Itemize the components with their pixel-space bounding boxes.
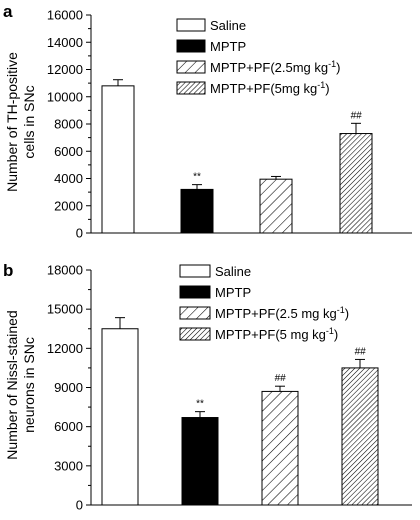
panel-b-bar-2 (181, 417, 219, 506)
panel-b-y-ticks: 0 3000 6000 9000 12000 15000 18000 (47, 263, 91, 513)
panel-a-tick-label: 6000 (54, 144, 83, 159)
panel-a-significance-label: ## (350, 110, 362, 121)
panel-b-bar-4 (341, 367, 379, 506)
panel-b-ylabel-line2: neurons in SNc (21, 337, 37, 433)
panel-a-tick-label: 14000 (47, 35, 83, 50)
panel-a-legend-swatch-4 (176, 81, 206, 95)
panel-a-bar-2 (180, 188, 214, 234)
panel-a: a Number of TH-positive cells in SNc 0 20… (3, 2, 412, 241)
panel-b-legend-swatch-4 (179, 327, 211, 341)
panel-b-label: b (3, 261, 13, 280)
panel-b-tick-label: 0 (76, 498, 83, 513)
panel-b-bar-3 (261, 390, 299, 506)
panel-a-legend-swatch-1 (176, 18, 206, 32)
panel-a-bar-3 (259, 178, 293, 234)
panel-a-tick-label: 8000 (54, 117, 83, 132)
panel-b-tick-label: 9000 (54, 380, 83, 395)
panel-b-legend-swatch-3 (179, 306, 211, 320)
panel-a-tick-label: 0 (76, 226, 83, 241)
panel-b-significance-label: ** (196, 399, 204, 410)
panel-a-ylabel-line2: cells in SNc (21, 85, 37, 158)
panel-a-tick-label: 10000 (47, 89, 83, 104)
panel-a-ylabel-line1: Number of TH-positive (4, 52, 20, 192)
panel-b-tick-label: 3000 (54, 458, 83, 473)
panel-a-bar-4 (339, 133, 373, 234)
panel-b-ylabel-line1: Number of Nissl-stained (4, 310, 20, 459)
panel-b-significance-label: ## (274, 373, 286, 384)
panel-a-legend: Saline MPTP MPTP+PF(2.5mg kg-1) MPTP+PF(5mg… (176, 18, 340, 96)
panel-b-legend-swatch-2 (179, 285, 211, 299)
panel-b-tick-label: 15000 (47, 302, 83, 317)
panel-a-bars: ** ## (101, 79, 373, 234)
panel-a-tick-label: 12000 (47, 62, 83, 77)
panel-b-tick-label: 6000 (54, 419, 83, 434)
panel-b-bar-1 (101, 328, 139, 506)
panel-a-tick-label: 2000 (54, 198, 83, 213)
panel-a-tick-label: 4000 (54, 171, 83, 186)
panel-b-legend-label-1: Saline (215, 264, 251, 279)
panel-a-bar-1 (101, 85, 135, 234)
panel-a-significance-label: ** (193, 172, 201, 183)
panel-b-tick-label: 18000 (47, 263, 83, 278)
panel-b-legend-label-3: MPTP+PF(2.5 mg kg-1) (215, 305, 349, 321)
panel-a-label: a (3, 2, 13, 21)
panel-a-legend-label-3: MPTP+PF(2.5mg kg-1) (210, 59, 340, 75)
panel-a-legend-label-2: MPTP (210, 39, 246, 54)
panel-a-tick-label: 16000 (47, 8, 83, 23)
panel-b-tick-label: 12000 (47, 341, 83, 356)
panel-a-legend-label-1: Saline (210, 18, 246, 33)
panel-b: b Number of Nissl-stained neurons in SNc… (3, 261, 412, 513)
panel-a-legend-swatch-2 (176, 39, 206, 53)
panel-a-legend-label-4: MPTP+PF(5mg kg-1) (210, 80, 330, 96)
panel-b-significance-label: ## (354, 346, 366, 357)
panel-b-legend-swatch-1 (179, 264, 211, 278)
panel-b-bars: ** ## ## (101, 317, 379, 506)
panel-a-y-ticks: 0 2000 4000 6000 8000 10000 12000 14000 16000 (47, 8, 91, 241)
panel-a-legend-swatch-3 (176, 60, 206, 74)
panel-b-legend-label-4: MPTP+PF(5 mg kg-1) (215, 326, 338, 342)
panel-b-legend-label-2: MPTP (215, 285, 251, 300)
panel-b-legend: Saline MPTP MPTP+PF(2.5 mg kg-1) MPTP+PF(5 … (179, 264, 349, 342)
